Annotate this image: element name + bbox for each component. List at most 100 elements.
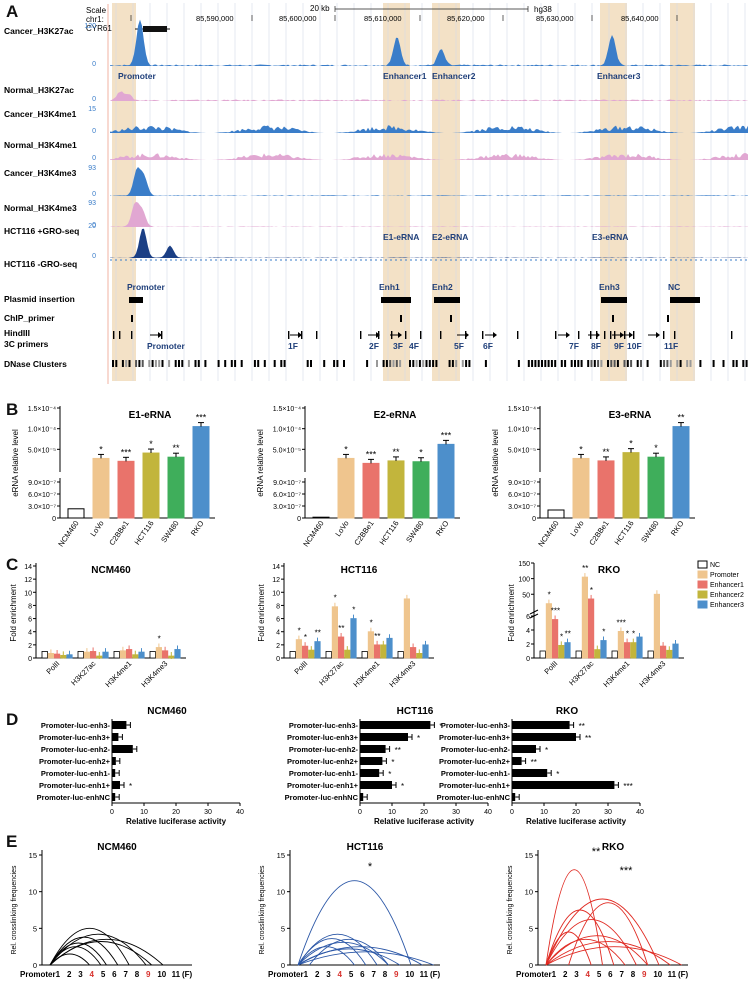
hindiii-site	[360, 331, 362, 339]
primer-label: Promoter	[147, 341, 185, 351]
bar	[142, 452, 160, 519]
bar	[611, 650, 618, 659]
y-tick-label: 1.5×10⁻⁴	[508, 406, 536, 413]
significance-label: ***	[620, 865, 634, 877]
luciferase-chart-1: NCM460 0 10 20 30 40 Relative luciferase activ…	[37, 706, 244, 826]
category-label: C2BBe1	[352, 519, 375, 547]
y-tick-label: 10	[24, 590, 32, 597]
chip-chart-1: NCM460 Fold enrichment 0 2 4 6 8 10 12 14 PolII H3K…	[9, 563, 186, 689]
dnase-cluster	[151, 360, 154, 367]
significance-label: *	[401, 782, 404, 791]
significance-label: **	[172, 443, 180, 453]
dnase-cluster	[187, 360, 190, 367]
category-label: SW480	[639, 519, 660, 544]
interaction-arc	[545, 931, 592, 966]
hindiii-site	[663, 331, 665, 339]
dnase-cluster	[168, 360, 171, 367]
interaction-arc	[49, 938, 164, 966]
bar	[512, 781, 615, 789]
bar	[512, 793, 516, 801]
coordinate-label: 85,590,000	[196, 14, 234, 23]
dnase-cluster	[527, 360, 530, 367]
x-tick-label: 3	[326, 970, 331, 979]
dnase-cluster	[517, 360, 520, 367]
track-min: 0	[92, 191, 96, 198]
construct-label: Promoter-luc-enh1+	[39, 781, 111, 790]
dnase-cluster	[560, 360, 563, 367]
x-tick-label: Promoter	[268, 970, 304, 979]
track-max: 93	[88, 200, 96, 207]
track-label: 3C primers	[4, 339, 49, 349]
signal-track	[110, 153, 748, 160]
bar	[117, 460, 135, 519]
y-tick-label: 5.0×10⁻⁵	[508, 447, 536, 454]
chip-chart-2: HCT116 Fold enrichment 0 2 4 6 8 10 12 14 PolII H3K…	[257, 563, 434, 689]
plasmid-label: Enh3	[599, 282, 620, 292]
significance-label: *	[334, 594, 337, 603]
x-axis-label: Relative luciferase activity	[126, 817, 227, 826]
bar	[360, 733, 408, 741]
coordinate-label: 85,620,000	[447, 14, 485, 23]
x-tick-label: 20	[572, 809, 580, 816]
dnase-cluster	[283, 360, 286, 367]
primer-label: 9F	[614, 341, 624, 351]
x-tick-label: 7	[123, 970, 128, 979]
primer-label: 8F	[591, 341, 601, 351]
y-axis-label: Rel. crosslinking frequencies	[11, 865, 18, 955]
dnase-cluster	[257, 360, 260, 367]
significance-label: **	[677, 413, 685, 423]
y-tick-label: 15	[525, 851, 533, 860]
x-tick-label: 10	[405, 970, 414, 979]
x-tick-label: (F)	[678, 970, 689, 979]
chip-primer-mark	[450, 315, 452, 322]
track-label: Normal_H3K27ac	[4, 85, 74, 95]
y-tick-label: 3.0×10⁻⁷	[508, 504, 536, 511]
chart-title: RKO	[602, 842, 624, 853]
y-tick-label: 10	[525, 888, 533, 897]
x-tick-label: 7	[371, 970, 376, 979]
bar	[67, 508, 85, 519]
construct-label: Promoter-luc-enh2-	[289, 745, 359, 754]
dnase-cluster	[161, 360, 164, 367]
construct-label: Promoter-luc-enh2+	[287, 757, 359, 766]
x-tick-label: 6	[112, 970, 117, 979]
category-label: RKO	[434, 519, 451, 538]
hindiii-site	[482, 331, 484, 339]
category-label: RKO	[189, 519, 206, 538]
y-tick-label: 2	[526, 642, 530, 649]
construct-label: Promoter-luc-enh3-	[41, 721, 111, 730]
hindiii-site	[119, 331, 121, 339]
bar	[325, 651, 332, 659]
y-tick-label: 14	[272, 564, 280, 571]
hindiii-site	[288, 331, 290, 339]
significance-label: **	[374, 632, 380, 641]
x-tick-label: 40	[484, 809, 492, 816]
y-tick-label: 3.0×10⁻⁷	[273, 504, 301, 511]
x-tick-label: 5	[349, 970, 354, 979]
primer-arrow-head	[376, 332, 380, 338]
x-tick-label: 0	[110, 809, 114, 816]
dnase-cluster	[323, 360, 326, 367]
erna-chart-1: E1-eRNA 5.0×10⁻⁵ 1.0×10⁻⁴ 1.5×10⁻⁴ 0 3.0×10⁻⁷…	[11, 406, 215, 548]
x-tick-label: 10	[540, 809, 548, 816]
bar	[112, 769, 116, 777]
track-max: 93	[88, 165, 96, 172]
x-tick-label: (F)	[182, 970, 193, 979]
track-max: 20	[88, 223, 96, 230]
bar	[512, 769, 548, 777]
bar	[672, 426, 690, 519]
dnase-cluster	[197, 360, 200, 367]
panel-letter-d: D	[6, 710, 19, 729]
y-tick-label: 2	[276, 643, 280, 650]
dnase-cluster	[669, 360, 672, 367]
arc-chart-2: HCT116 Rel. crosslinking frequencies 0 5 10 1…	[259, 842, 441, 979]
legend-swatch	[697, 600, 708, 609]
x-tick-label: 4	[586, 970, 591, 979]
y-axis-label: eRNA relative level	[256, 429, 265, 497]
dnase-cluster	[306, 360, 309, 367]
dnase-cluster	[610, 360, 613, 367]
x-axis-label: Relative luciferase activity	[374, 817, 475, 826]
construct-label: Promoter-luc-enh2+	[439, 757, 511, 766]
construct-label: Promoter-luc-enh2+	[39, 757, 111, 766]
y-axis-label: Fold enrichment	[9, 584, 18, 642]
